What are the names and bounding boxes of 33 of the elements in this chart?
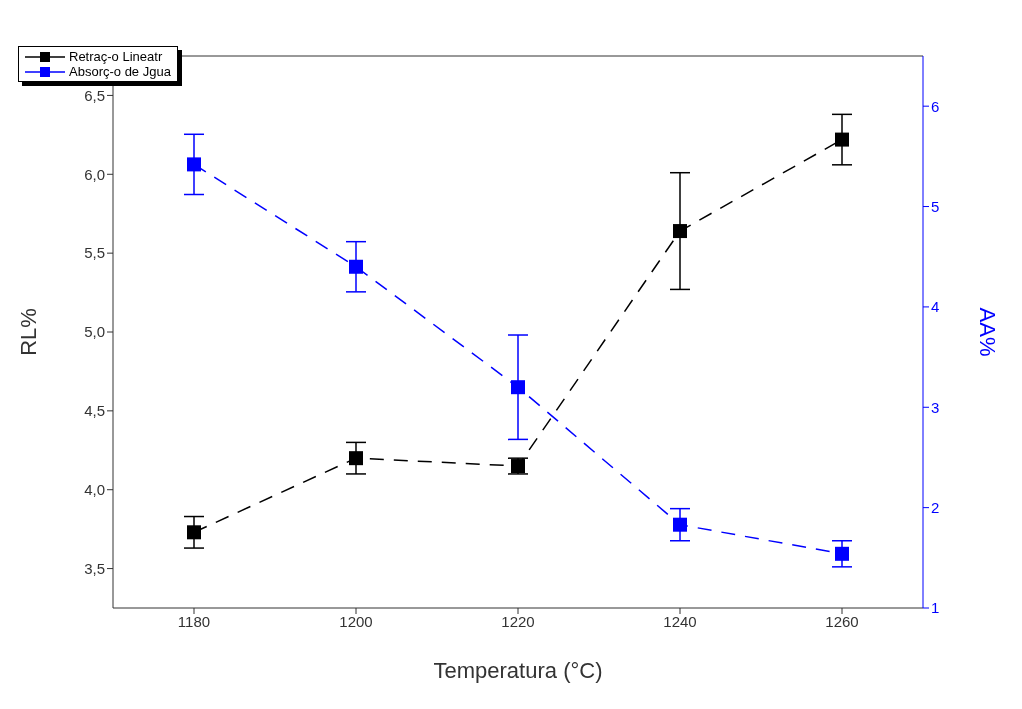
y-tick-label: 5,5 [84,244,105,262]
point [835,546,849,561]
x-tick-label: 1200 [339,612,373,630]
y2-tick-label: 4 [931,298,940,316]
y2-tick-label: 1 [931,599,940,617]
point [349,451,363,466]
y-tick-label: 3,5 [84,559,105,577]
point [349,259,363,274]
legend-label: Retraç-o Lineatr [69,49,163,64]
y-tick-label: 5,0 [84,323,105,341]
point [673,517,687,532]
point [187,157,201,172]
y2-axis-title: AA% [975,307,1001,357]
y-tick-label: 4,0 [84,481,105,499]
x-tick-label: 1180 [177,612,211,630]
y-tick-label: 4,5 [84,402,105,420]
y2-tick-label: 3 [931,398,940,416]
y-tick-label: 6,0 [84,165,105,183]
legend-label: Absorç-o de Jgua [69,64,171,79]
point [835,132,849,147]
y2-tick-label: 5 [931,197,940,215]
y-tick-label: 6,5 [84,86,105,104]
x-tick-label: 1260 [825,612,859,630]
x-tick-label: 1220 [501,612,535,630]
x-axis-title: Temperatura (°C) [433,658,603,683]
point [673,224,687,239]
y2-tick-label: 6 [931,97,940,115]
y2-tick-label: 2 [931,498,940,516]
x-tick-label: 1240 [663,612,697,630]
point [187,525,201,540]
point [511,459,525,474]
y-axis-title: RL% [15,308,41,356]
point [511,380,525,395]
